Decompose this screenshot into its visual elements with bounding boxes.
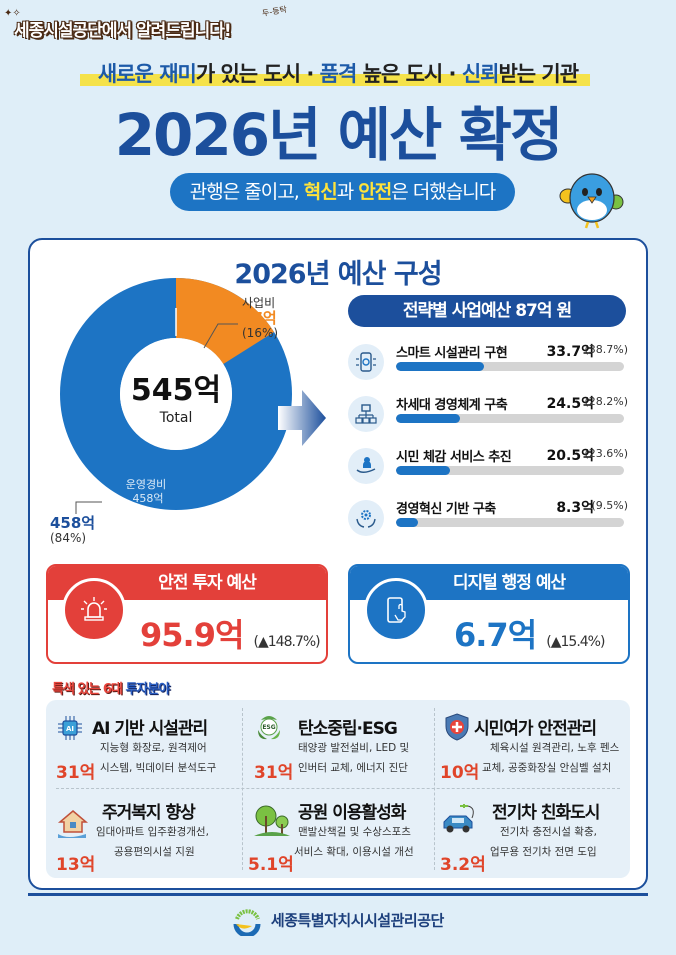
budget-donut-chart: 545억 Total 운영경비 458억 — [60, 278, 292, 510]
sparkle-icon: ✦✧ — [4, 8, 21, 19]
area-amount: 10억 — [440, 763, 480, 783]
operating-value: 458억 — [50, 514, 96, 532]
progress-bar — [396, 414, 624, 423]
house-hand-icon — [57, 810, 89, 838]
area-amount: 31억 — [254, 763, 294, 783]
electric-car-icon — [443, 804, 474, 833]
smartphone-touch-icon — [364, 578, 428, 642]
divider — [242, 708, 243, 870]
strategy-title: 전략별 사업예산 87억 원 — [348, 295, 626, 327]
safety-budget-value: 95.9억 (▲148.7%) — [140, 616, 321, 654]
organization-logo-icon — [233, 909, 261, 936]
progress-bar — [396, 518, 624, 527]
six-areas-grid: AI AI 기반 시설관리 지능형 화장로, 원격제어 31억 시스템, 빅데이… — [46, 700, 630, 878]
bird-mascot-icon — [559, 173, 624, 229]
strategy-item: 차세대 경영체계 구축 24.5억 (28.2%) — [348, 392, 628, 440]
footer-divider — [28, 893, 648, 896]
donut-total-label: Total — [159, 410, 193, 426]
slogan: 새로운 재미가 있는 도시 · 품격 높은 도시 · 신뢰받는 기관 — [0, 58, 676, 88]
organization-name: 세종특별자치시시설관리공단 — [270, 911, 444, 930]
investment-area-card: 주거복지 향상 임대아파트 입주환경개선, 13억 공용편의시설 지원 — [56, 803, 209, 875]
footer: 세종특별자치시시설관리공단 — [0, 906, 676, 936]
area-amount: 3.2억 — [440, 855, 486, 875]
svg-text:AI: AI — [66, 725, 74, 733]
shield-cross-icon — [445, 713, 469, 741]
tagline-pill: 관행은 줄이고, 혁신과 안전은 더했습니다 — [170, 173, 515, 211]
esg-leaf-icon: ESG — [258, 716, 280, 740]
ai-chip-icon: AI — [58, 716, 82, 740]
area-amount: 5.1억 — [248, 855, 294, 875]
business-label: 사업비 87억 (16%) — [242, 296, 279, 340]
hand-person-icon — [348, 448, 384, 484]
six-areas-title: 특색 있는 6대 투자분야 — [52, 682, 170, 697]
smartphone-gear-icon — [348, 344, 384, 380]
svg-text:ESG: ESG — [262, 724, 275, 731]
strategy-item: 경영혁신 기반 구축 8.3억 (9.5%) — [348, 496, 628, 544]
hands-gear-icon — [348, 500, 384, 536]
business-value: 87억 — [242, 309, 277, 327]
safety-budget-box: 안전 투자 예산 95.9억 (▲148.7%) — [46, 564, 328, 664]
arrow-right-icon — [278, 390, 326, 446]
progress-bar — [396, 466, 624, 475]
budget-card: 2026년 예산 구성 545억 Total 운영경비 458억 사업비 87억… — [28, 238, 648, 890]
area-amount: 13억 — [56, 855, 96, 875]
digital-budget-value: 6.7억 (▲15.4%) — [454, 616, 605, 654]
svg-text:운영경비: 운영경비 — [126, 478, 166, 491]
investment-area-card: AI AI 기반 시설관리 지능형 화장로, 원격제어 31억 시스템, 빅데이… — [46, 700, 240, 788]
divider — [56, 788, 620, 789]
investment-area-card: ESG 탄소중립·ESG 태양광 발전설비, LED 및 31억 인버터 교체,… — [242, 700, 436, 788]
operating-leader-line — [75, 501, 102, 514]
digital-budget-box: 디지털 행정 예산 6.7억 (▲15.4%) — [348, 564, 630, 664]
investment-area-card: 전기차 친화도시 전기차 충전시설 확충, 3.2억 업무용 전기차 전면 도입 — [440, 803, 600, 875]
strategy-item: 스마트 시설관리 구현 33.7억 (38.7%) — [348, 340, 628, 388]
investment-area-card: 공원 이용활성화 맨발산책길 및 수상스포츠 5.1억 서비스 확대, 이용시설… — [248, 803, 414, 875]
sound-effect-text: 두-둥탁 — [261, 4, 288, 19]
composition-title: 2026년 예산 구성 — [234, 259, 442, 290]
business-leader-line — [203, 323, 238, 349]
network-hierarchy-icon — [348, 396, 384, 432]
top-banner: 세종시설공단에서 알려드립니다! — [14, 21, 232, 41]
investment-area-card: 시민여가 안전관리 체육시설 원격관리, 노후 펜스 10억 교체, 공중화장실… — [434, 700, 628, 788]
progress-bar — [396, 362, 624, 371]
divider — [434, 708, 435, 870]
strategy-item: 시민 체감 서비스 추진 20.5억 (23.6%) — [348, 444, 628, 492]
svg-text:458억: 458억 — [132, 492, 163, 505]
operating-label: 458억 (84%) — [50, 514, 96, 546]
digital-budget-change: (▲15.4%) — [546, 634, 605, 650]
page-title: 2026년 예산 확정 — [114, 101, 564, 169]
area-amount: 31억 — [56, 763, 96, 783]
park-tree-icon — [254, 805, 290, 836]
safety-budget-change: (▲148.7%) — [253, 634, 321, 650]
donut-total-value: 545억 — [131, 373, 221, 408]
siren-icon — [62, 578, 126, 642]
